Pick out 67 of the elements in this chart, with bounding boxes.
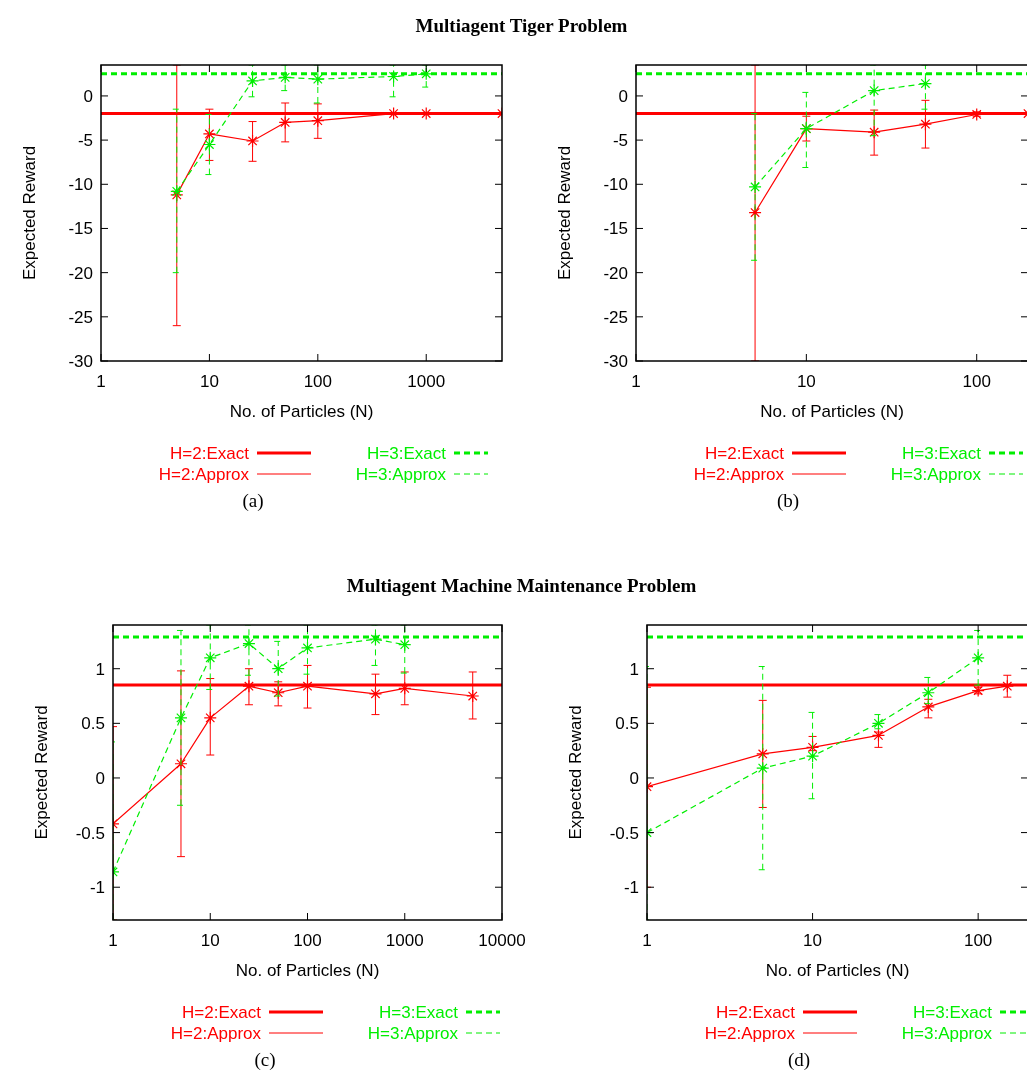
y-tick-label: -5 [612,131,628,151]
y-axis-title: Expected Reward [566,705,585,840]
y-tick-label: 0.5 [615,714,639,734]
y-tick-label: 0 [95,768,105,788]
y-tick-label: -20 [68,263,93,283]
y-tick-label: -30 [68,352,93,371]
x-tick-label: 10 [796,372,816,391]
text: (d) [787,1049,811,1071]
legend-label: H=3:Exact [913,1003,993,1022]
y-tick-label: -0.5 [75,823,105,843]
legend-label: H=2:Approx [170,1024,262,1043]
y-tick-label: -1 [89,878,105,898]
x-tick-label: 1 [108,931,118,950]
y-tick-label: -0.5 [609,823,639,843]
legend-label: H=2:Approx [704,1024,796,1043]
y-tick-label: 0 [83,86,93,106]
y-tick-label: -25 [68,307,93,327]
y-tick-label: 1 [629,659,639,679]
text: (b) [776,490,800,512]
legend-label: H=3:Exact [367,444,447,463]
y-tick-label: 0 [618,86,628,106]
y-tick-label: 0 [629,768,639,788]
y-tick-label: -20 [603,263,628,283]
legend-label: H=2:Approx [693,465,785,484]
x-tick-label: 100 [293,931,322,950]
legend-label: H=3:Approx [890,465,982,484]
y-tick-label: -30 [603,352,628,371]
y-axis-title: Expected Reward [20,145,39,281]
legend-label: H=2:Exact [182,1003,262,1022]
x-axis-title: No. of Particles (N) [235,961,380,980]
y-tick-label: -1 [623,878,639,898]
y-tick-label: -10 [603,175,628,195]
y-axis-title: Expected Reward [555,145,574,281]
legend-label: H=2:Exact [705,444,785,463]
y-tick-label: -15 [603,219,628,239]
legend-label: H=2:Approx [158,465,250,484]
x-axis-title: No. of Particles (N) [229,402,374,421]
x-axis-title: No. of Particles (N) [765,961,910,980]
chart-title: Multiagent Machine Maintenance Problem [346,575,697,596]
text: (a) [242,490,264,512]
x-tick-label: 10 [200,931,220,950]
x-tick-label: 1000 [407,372,446,391]
x-tick-label: 100 [303,372,332,391]
y-tick-label: 1 [95,659,105,679]
y-tick-label: -10 [68,175,93,195]
y-axis-title: Expected Reward [32,705,51,840]
chart-title: Multiagent Tiger Problem [415,15,628,36]
legend-label: H=3:Approx [901,1024,993,1043]
x-axis-title: No. of Particles (N) [760,402,904,421]
y-tick-label: -25 [603,307,628,327]
y-tick-label: -5 [77,131,93,151]
x-tick-label: 100 [962,372,991,391]
text: (c) [254,1049,276,1071]
legend-label: H=3:Exact [902,444,982,463]
legend-label: H=3:Approx [355,465,447,484]
legend-label: H=3:Exact [379,1003,459,1022]
x-tick-label: 1 [642,931,652,950]
x-tick-label: 1000 [385,931,424,950]
legend-label: H=3:Approx [367,1024,459,1043]
legend-label: H=2:Exact [170,444,250,463]
legend-label: H=2:Exact [716,1003,796,1022]
y-tick-label: 0.5 [81,714,105,734]
x-tick-label: 10 [803,931,823,950]
x-tick-label: 100 [963,931,993,950]
x-tick-label: 10 [199,372,219,391]
y-tick-label: -15 [68,219,93,239]
x-tick-label: 10000 [478,931,526,950]
